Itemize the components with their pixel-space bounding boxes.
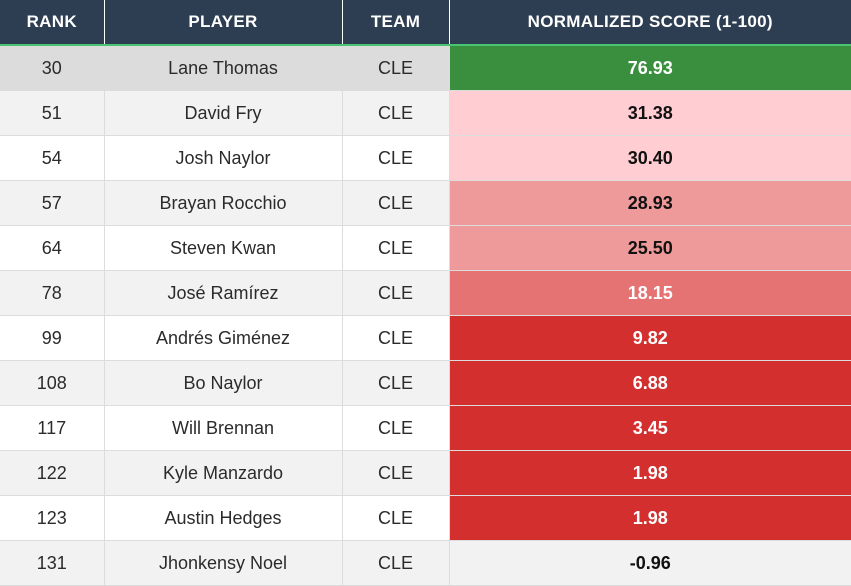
table-row[interactable]: 78 José Ramírez CLE 18.15 — [0, 270, 851, 316]
table-row[interactable]: 131 Jhonkensy Noel CLE -0.96 — [0, 540, 851, 586]
player-cell: Josh Naylor — [104, 135, 343, 181]
rank-cell: 57 — [0, 180, 105, 226]
team-cell: CLE — [342, 225, 450, 271]
team-cell: CLE — [342, 315, 450, 361]
header-player[interactable]: PLAYER — [104, 0, 343, 46]
rank-cell: 131 — [0, 540, 105, 586]
team-cell: CLE — [342, 180, 450, 226]
table-row[interactable]: 57 Brayan Rocchio CLE 28.93 — [0, 180, 851, 226]
score-cell: 18.15 — [449, 270, 851, 316]
player-cell: Kyle Manzardo — [104, 450, 343, 496]
score-cell: 28.93 — [449, 180, 851, 226]
team-cell: CLE — [342, 405, 450, 451]
score-cell: 25.50 — [449, 225, 851, 271]
header-team[interactable]: TEAM — [342, 0, 450, 46]
table-header-row: RANK PLAYER TEAM NORMALIZED SCORE (1-100… — [0, 0, 851, 46]
rank-cell: 64 — [0, 225, 105, 271]
player-cell: Jhonkensy Noel — [104, 540, 343, 586]
player-cell: Austin Hedges — [104, 495, 343, 541]
score-cell: 1.98 — [449, 450, 851, 496]
rank-cell: 108 — [0, 360, 105, 406]
header-rank[interactable]: RANK — [0, 0, 105, 46]
team-cell: CLE — [342, 360, 450, 406]
player-cell: Will Brennan — [104, 405, 343, 451]
score-cell: 9.82 — [449, 315, 851, 361]
rank-cell: 30 — [0, 45, 105, 91]
team-cell: CLE — [342, 135, 450, 181]
table-row[interactable]: 99 Andrés Giménez CLE 9.82 — [0, 315, 851, 361]
score-cell: -0.96 — [449, 540, 851, 586]
rank-cell: 122 — [0, 450, 105, 496]
rank-cell: 99 — [0, 315, 105, 361]
player-cell: José Ramírez — [104, 270, 343, 316]
table-row[interactable]: 51 David Fry CLE 31.38 — [0, 90, 851, 136]
score-cell: 76.93 — [449, 45, 851, 91]
player-cell: Bo Naylor — [104, 360, 343, 406]
team-cell: CLE — [342, 45, 450, 91]
rank-cell: 54 — [0, 135, 105, 181]
rank-cell: 123 — [0, 495, 105, 541]
player-cell: Lane Thomas — [104, 45, 343, 91]
team-cell: CLE — [342, 90, 450, 136]
score-cell: 30.40 — [449, 135, 851, 181]
team-cell: CLE — [342, 495, 450, 541]
table-row[interactable]: 30 Lane Thomas CLE 76.93 — [0, 45, 851, 91]
player-cell: Steven Kwan — [104, 225, 343, 271]
header-normalized-score[interactable]: NORMALIZED SCORE (1-100) — [449, 0, 851, 46]
player-cell: David Fry — [104, 90, 343, 136]
score-cell: 3.45 — [449, 405, 851, 451]
team-cell: CLE — [342, 270, 450, 316]
score-cell: 1.98 — [449, 495, 851, 541]
table-row[interactable]: 123 Austin Hedges CLE 1.98 — [0, 495, 851, 541]
player-cell: Andrés Giménez — [104, 315, 343, 361]
table-row[interactable]: 117 Will Brennan CLE 3.45 — [0, 405, 851, 451]
team-cell: CLE — [342, 540, 450, 586]
player-cell: Brayan Rocchio — [104, 180, 343, 226]
rank-cell: 51 — [0, 90, 105, 136]
rank-cell: 78 — [0, 270, 105, 316]
table-row[interactable]: 122 Kyle Manzardo CLE 1.98 — [0, 450, 851, 496]
score-cell: 31.38 — [449, 90, 851, 136]
score-cell: 6.88 — [449, 360, 851, 406]
rank-cell: 117 — [0, 405, 105, 451]
team-cell: CLE — [342, 450, 450, 496]
table-row[interactable]: 108 Bo Naylor CLE 6.88 — [0, 360, 851, 406]
table-row[interactable]: 54 Josh Naylor CLE 30.40 — [0, 135, 851, 181]
table-row[interactable]: 64 Steven Kwan CLE 25.50 — [0, 225, 851, 271]
